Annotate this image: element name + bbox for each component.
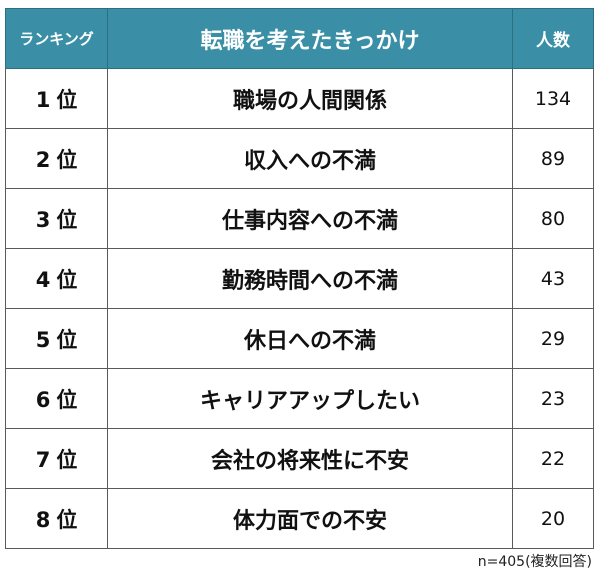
rank-number: 2: [35, 147, 51, 172]
reason-cell: 勤務時間への不満: [107, 248, 513, 309]
count-cell: 22: [512, 428, 594, 489]
rank-number: 8: [35, 507, 51, 532]
header-rank: ランキング: [5, 8, 108, 69]
rank-suffix: 位: [56, 207, 78, 232]
reason-cell: 体力面での不安: [107, 488, 513, 549]
reason-cell: 休日への不満: [107, 308, 513, 369]
rank-suffix: 位: [56, 507, 78, 532]
rank-number: 4: [35, 267, 51, 292]
reason-cell: 収入への不満: [107, 128, 513, 189]
rank-suffix: 位: [56, 447, 78, 472]
reason-cell: キャリアアップしたい: [107, 368, 513, 429]
count-cell: 29: [512, 308, 594, 369]
count-cell: 20: [512, 488, 594, 549]
rank-suffix: 位: [56, 87, 78, 112]
rank-number: 1: [35, 87, 51, 112]
rank-number: 3: [35, 207, 51, 232]
header-reason: 転職を考えたきっかけ: [107, 8, 513, 69]
reason-cell: 会社の将来性に不安: [107, 428, 513, 489]
header-count: 人数: [512, 8, 594, 69]
rank-number: 6: [35, 387, 51, 412]
count-cell: 43: [512, 248, 594, 309]
rank-suffix: 位: [56, 147, 78, 172]
reason-cell: 職場の人間関係: [107, 68, 513, 129]
count-cell: 23: [512, 368, 594, 429]
rank-number: 7: [35, 447, 51, 472]
count-cell: 89: [512, 128, 594, 189]
rank-suffix: 位: [56, 387, 78, 412]
header-row: ランキング 転職を考えたきっかけ 人数: [5, 8, 594, 69]
reason-cell: 仕事内容への不満: [107, 188, 513, 249]
count-cell: 80: [512, 188, 594, 249]
count-cell: 134: [512, 68, 594, 129]
rank-suffix: 位: [56, 327, 78, 352]
rank-suffix: 位: [56, 267, 78, 292]
sample-size-note: n=405(複数回答): [477, 554, 592, 570]
rank-number: 5: [35, 327, 51, 352]
